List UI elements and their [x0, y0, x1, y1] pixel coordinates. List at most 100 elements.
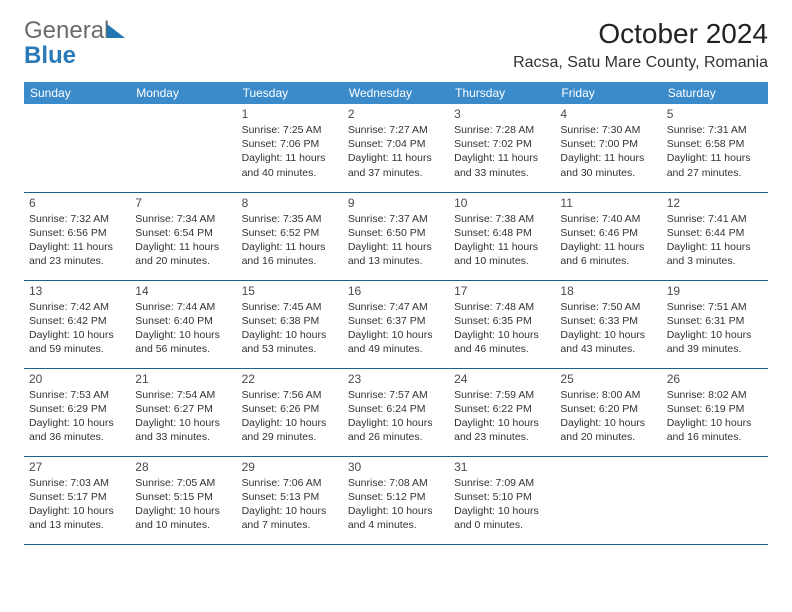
day-number: 3 — [454, 107, 550, 121]
cell-daylight1: Daylight: 11 hours — [135, 240, 231, 254]
day-number: 2 — [348, 107, 444, 121]
day-number: 12 — [667, 196, 763, 210]
calendar-cell: 14Sunrise: 7:44 AMSunset: 6:40 PMDayligh… — [130, 280, 236, 368]
calendar-cell: 24 Sunrise: 7:59 AMSunset: 6:22 PMDayligh… — [449, 368, 555, 456]
cell-sunset: Sunset: 6:56 PM — [29, 226, 125, 240]
location: Racsa, Satu Mare County, Romania — [513, 54, 768, 72]
cell-daylight2: and 16 minutes. — [242, 254, 338, 268]
day-number: 24 — [454, 372, 550, 386]
cell-sunset: Sunset: 6:48 PM — [454, 226, 550, 240]
cell-sunrise: Sunrise: 7:50 AM — [560, 300, 656, 314]
calendar-bottom-rule — [24, 544, 768, 545]
calendar-cell: 13Sunrise: 7:42 AMSunset: 6:42 PMDayligh… — [24, 280, 130, 368]
cell-sunrise: Sunrise: 7:32 AM — [29, 212, 125, 226]
cell-daylight2: and 27 minutes. — [667, 166, 763, 180]
cell-sunrise: Sunrise: 7:59 AM — [454, 388, 550, 402]
cell-daylight2: and 37 minutes. — [348, 166, 444, 180]
day-header: Monday — [130, 82, 236, 104]
cell-sunset: Sunset: 5:10 PM — [454, 490, 550, 504]
day-number: 26 — [667, 372, 763, 386]
logo-blue: Blue — [24, 42, 76, 69]
day-number: 25 — [560, 372, 656, 386]
cell-daylight2: and 40 minutes. — [242, 166, 338, 180]
cell-daylight2: and 36 minutes. — [29, 430, 125, 444]
cell-sunset: Sunset: 7:04 PM — [348, 137, 444, 151]
cell-sunrise: Sunrise: 7:45 AM — [242, 300, 338, 314]
cell-daylight2: and 49 minutes. — [348, 342, 444, 356]
calendar-cell: 27Sunrise: 7:03 AMSunset: 5:17 PMDayligh… — [24, 456, 130, 544]
cell-daylight1: Daylight: 10 hours — [667, 328, 763, 342]
cell-daylight1: Daylight: 10 hours — [242, 328, 338, 342]
cell-sunrise: Sunrise: 7:34 AM — [135, 212, 231, 226]
calendar-row: 13Sunrise: 7:42 AMSunset: 6:42 PMDayligh… — [24, 280, 768, 368]
cell-daylight2: and 59 minutes. — [29, 342, 125, 356]
calendar-cell — [24, 104, 130, 192]
day-number: 14 — [135, 284, 231, 298]
calendar-cell: 11Sunrise: 7:40 AMSunset: 6:46 PMDayligh… — [555, 192, 661, 280]
header: General Blue October 2024 Racsa, Satu Ma… — [24, 18, 768, 72]
cell-sunrise: Sunrise: 7:40 AM — [560, 212, 656, 226]
logo: General Blue — [24, 18, 125, 68]
cell-sunset: Sunset: 6:38 PM — [242, 314, 338, 328]
cell-daylight1: Daylight: 11 hours — [667, 240, 763, 254]
calendar-row: 20Sunrise: 7:53 AMSunset: 6:29 PMDayligh… — [24, 368, 768, 456]
day-number: 11 — [560, 196, 656, 210]
cell-daylight1: Daylight: 10 hours — [667, 416, 763, 430]
day-header: Wednesday — [343, 82, 449, 104]
cell-daylight1: Daylight: 11 hours — [242, 240, 338, 254]
cell-sunset: Sunset: 6:40 PM — [135, 314, 231, 328]
day-number: 31 — [454, 460, 550, 474]
cell-sunrise: Sunrise: 7:37 AM — [348, 212, 444, 226]
cell-daylight1: Daylight: 10 hours — [348, 328, 444, 342]
cell-sunrise: Sunrise: 7:42 AM — [29, 300, 125, 314]
cell-daylight1: Daylight: 10 hours — [454, 416, 550, 430]
cell-sunrise: Sunrise: 7:30 AM — [560, 123, 656, 137]
cell-sunset: Sunset: 6:26 PM — [242, 402, 338, 416]
cell-sunrise: Sunrise: 7:38 AM — [454, 212, 550, 226]
cell-sunrise: Sunrise: 7:05 AM — [135, 476, 231, 490]
cell-sunset: Sunset: 7:06 PM — [242, 137, 338, 151]
cell-sunset: Sunset: 5:13 PM — [242, 490, 338, 504]
cell-daylight2: and 13 minutes. — [29, 518, 125, 532]
cell-sunset: Sunset: 6:29 PM — [29, 402, 125, 416]
calendar-cell: 25Sunrise: 8:00 AMSunset: 6:20 PMDayligh… — [555, 368, 661, 456]
cell-daylight2: and 20 minutes. — [135, 254, 231, 268]
cell-sunset: Sunset: 6:22 PM — [454, 402, 550, 416]
cell-daylight1: Daylight: 10 hours — [560, 328, 656, 342]
cell-sunset: Sunset: 5:17 PM — [29, 490, 125, 504]
calendar-row: 6 Sunrise: 7:32 AMSunset: 6:56 PM Daylight… — [24, 192, 768, 280]
cell-sunrise: Sunrise: 7:54 AM — [135, 388, 231, 402]
day-number: 5 — [667, 107, 763, 121]
cell-sunset: Sunset: 6:44 PM — [667, 226, 763, 240]
cell-daylight2: and 33 minutes. — [135, 430, 231, 444]
day-number: 27 — [29, 460, 125, 474]
cell-daylight1: Daylight: 10 hours — [29, 416, 125, 430]
logo-general: General — [24, 17, 109, 44]
cell-daylight2: and 10 minutes. — [135, 518, 231, 532]
cell-daylight2: and 20 minutes. — [560, 430, 656, 444]
cell-sunset: Sunset: 7:02 PM — [454, 137, 550, 151]
day-number: 20 — [29, 372, 125, 386]
calendar-cell: 2Sunrise: 7:27 AMSunset: 7:04 PMDaylight… — [343, 104, 449, 192]
day-header: Friday — [555, 82, 661, 104]
calendar-body: 1Sunrise: 7:25 AMSunset: 7:06 PMDaylight… — [24, 104, 768, 545]
calendar-cell: 5Sunrise: 7:31 AMSunset: 6:58 PMDaylight… — [662, 104, 768, 192]
cell-sunset: Sunset: 6:33 PM — [560, 314, 656, 328]
cell-daylight2: and 7 minutes. — [242, 518, 338, 532]
cell-daylight1: Daylight: 10 hours — [454, 328, 550, 342]
calendar-cell — [662, 456, 768, 544]
calendar-cell: 16Sunrise: 7:47 AMSunset: 6:37 PMDayligh… — [343, 280, 449, 368]
cell-daylight2: and 6 minutes. — [560, 254, 656, 268]
day-number: 22 — [242, 372, 338, 386]
cell-sunset: Sunset: 6:50 PM — [348, 226, 444, 240]
calendar-row: 27Sunrise: 7:03 AMSunset: 5:17 PMDayligh… — [24, 456, 768, 544]
day-number: 6 — [29, 196, 125, 210]
calendar-cell: 10Sunrise: 7:38 AMSunset: 6:48 PMDayligh… — [449, 192, 555, 280]
day-number: 8 — [242, 196, 338, 210]
logo-triangle-icon — [107, 24, 125, 38]
cell-sunset: Sunset: 5:12 PM — [348, 490, 444, 504]
day-header: Saturday — [662, 82, 768, 104]
cell-daylight2: and 23 minutes. — [29, 254, 125, 268]
logo-text: General Blue — [24, 18, 125, 68]
cell-daylight1: Daylight: 11 hours — [454, 240, 550, 254]
